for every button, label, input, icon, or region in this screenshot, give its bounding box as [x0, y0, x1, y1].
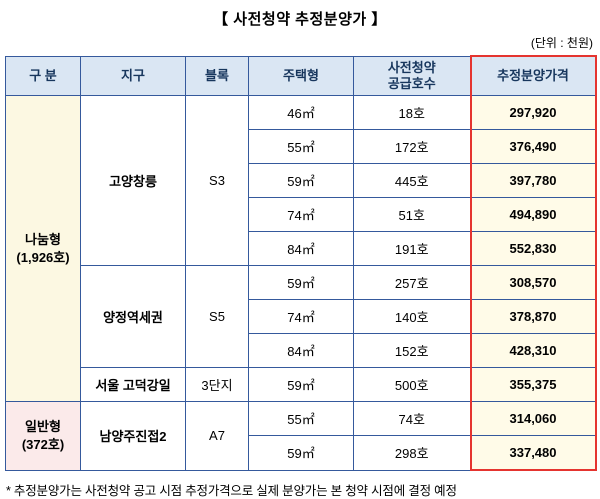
house-type-cell: 59㎡ [248, 435, 354, 471]
unit-note: (단위 : 천원) [530, 36, 593, 50]
house-type-cell: 55㎡ [248, 129, 354, 164]
district-cell-seoul: 서울 고덕강일 [80, 367, 186, 402]
header-price: 추정분양가격 [469, 55, 597, 96]
table-row: 74㎡ 51호 494,890 [6, 197, 597, 232]
price-cell: 494,890 [469, 197, 597, 232]
block-cell-goyang: S3 [185, 95, 249, 266]
house-type-cell: 84㎡ [248, 231, 354, 266]
table-row: 일반형 (372호) 남양주진접2 A7 55㎡ 74호 314,060 [5, 401, 597, 471]
house-type-cell: 46㎡ [248, 95, 354, 130]
house-type-cell: 74㎡ [248, 299, 354, 334]
price-cell: 378,870 [469, 299, 597, 334]
price-cell: 297,920 [469, 95, 597, 130]
category-cell-nanum: 나눔형 (1,926호) [5, 95, 81, 402]
table-row: 59㎡ 445호 397,780 [6, 163, 597, 198]
house-type-cell: 59㎡ [248, 265, 354, 300]
price-cell: 314,060 [469, 401, 597, 436]
house-type-cell: 59㎡ [248, 163, 354, 198]
header-category: 구 분 [5, 55, 81, 96]
page: 【 사전청약 추정분양가 】 (단위 : 천원) 구 분 지구 블록 주택형 사… [5, 11, 597, 498]
price-table: 구 분 지구 블록 주택형 사전청약 공급호수 추정분양가격 나눔형 (1,92… [5, 55, 597, 471]
header-supply: 사전청약 공급호수 [353, 55, 471, 96]
header-block: 블록 [185, 55, 249, 96]
district-cell-namyangju: 남양주진접2 [80, 401, 186, 471]
district-cell-yangjeong: 양정역세권 [80, 265, 186, 368]
house-type-cell: 59㎡ [248, 367, 354, 402]
supply-cell: 18호 [353, 95, 471, 130]
block-cell-namyangju: A7 [185, 401, 249, 471]
supply-cell: 152호 [353, 333, 471, 368]
house-type-cell: 74㎡ [248, 197, 354, 232]
page-title: 【 사전청약 추정분양가 】 [213, 11, 387, 28]
table-row: 양정역세권 S5 59㎡ 257호 308,570 [6, 265, 597, 368]
supply-cell: 172호 [353, 129, 471, 164]
table-row: 74㎡ 140호 378,870 [6, 299, 597, 334]
price-cell: 397,780 [469, 163, 597, 198]
category-cell-general: 일반형 (372호) [5, 401, 81, 471]
table-row: 84㎡ 191호 552,830 [6, 231, 597, 266]
supply-cell: 191호 [353, 231, 471, 266]
price-cell: 337,480 [469, 435, 597, 471]
house-type-cell: 84㎡ [248, 333, 354, 368]
price-cell: 308,570 [469, 265, 597, 300]
supply-cell: 74호 [353, 401, 471, 436]
table-row: 나눔형 (1,926호) 고양창릉 S3 46㎡ 18호 297,920 [5, 95, 597, 402]
supply-cell: 51호 [353, 197, 471, 232]
supply-cell: 298호 [353, 435, 471, 471]
supply-cell: 257호 [353, 265, 471, 300]
price-cell: 355,375 [469, 367, 597, 402]
district-cell-goyang: 고양창릉 [80, 95, 186, 266]
house-type-cell: 55㎡ [248, 401, 354, 436]
supply-cell: 500호 [353, 367, 471, 402]
price-cell: 552,830 [469, 231, 597, 266]
table-row: 59㎡ 298호 337,480 [6, 435, 597, 471]
block-cell-yangjeong: S5 [185, 265, 249, 368]
price-cell: 428,310 [469, 333, 597, 368]
footnote: * 추정분양가는 사전청약 공고 시점 추정가격으로 실제 분양가는 본 청약 … [6, 484, 457, 498]
table-row: 55㎡ 172호 376,490 [6, 129, 597, 164]
supply-cell: 140호 [353, 299, 471, 334]
header-house-type: 주택형 [248, 55, 354, 96]
table-row: 서울 고덕강일 3단지 59㎡ 500호 355,375 [6, 367, 597, 402]
supply-cell: 445호 [353, 163, 471, 198]
price-cell: 376,490 [469, 129, 597, 164]
block-cell-seoul: 3단지 [185, 367, 249, 402]
header-row: 구 분 지구 블록 주택형 사전청약 공급호수 추정분양가격 [5, 55, 597, 96]
header-district: 지구 [80, 55, 186, 96]
